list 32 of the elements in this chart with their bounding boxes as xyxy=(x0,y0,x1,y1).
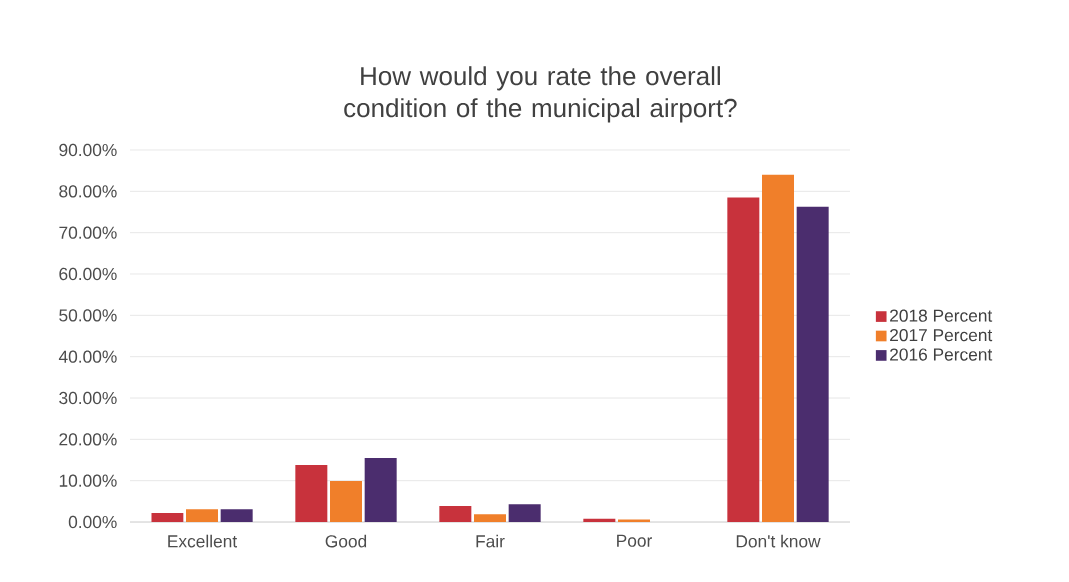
y-tick-label: 70.00% xyxy=(59,226,117,239)
chart-title: How would you rate the overall condition of the municipal airport? xyxy=(344,66,737,123)
y-tick-label: 0.00% xyxy=(68,515,117,529)
bar xyxy=(151,512,184,522)
bar xyxy=(295,464,328,522)
bar xyxy=(220,509,253,522)
bar xyxy=(762,174,795,522)
bar xyxy=(583,518,616,522)
x-tick-label: Excellent xyxy=(168,534,238,548)
x-tick-label: Good xyxy=(325,534,367,548)
bar xyxy=(364,457,397,522)
bar xyxy=(508,504,541,522)
y-tick-label: 30.00% xyxy=(59,391,117,405)
y-tick-label: 60.00% xyxy=(59,267,117,281)
y-tick-label: 10.00% xyxy=(59,474,117,487)
y-tick-label: 80.00% xyxy=(59,185,117,198)
y-tick-label: 50.00% xyxy=(59,309,117,322)
x-tick-label: Don't know xyxy=(736,534,821,548)
bar xyxy=(474,514,506,522)
legend-label: 2016 Percent xyxy=(890,348,993,361)
y-tick-label: 40.00% xyxy=(58,350,117,363)
bar xyxy=(796,206,829,522)
y-tick-label: 90.00% xyxy=(59,143,117,157)
legend-label: 2017 Percent xyxy=(890,328,993,342)
legend-label: 2018 Percent xyxy=(890,309,993,322)
bar xyxy=(186,509,219,522)
bar xyxy=(330,481,362,522)
bar xyxy=(439,505,472,522)
y-tick-label: 20.00% xyxy=(59,433,117,446)
bar xyxy=(727,197,760,522)
x-tick-label: Poor xyxy=(617,534,653,547)
x-tick-label: Fair xyxy=(476,534,505,548)
